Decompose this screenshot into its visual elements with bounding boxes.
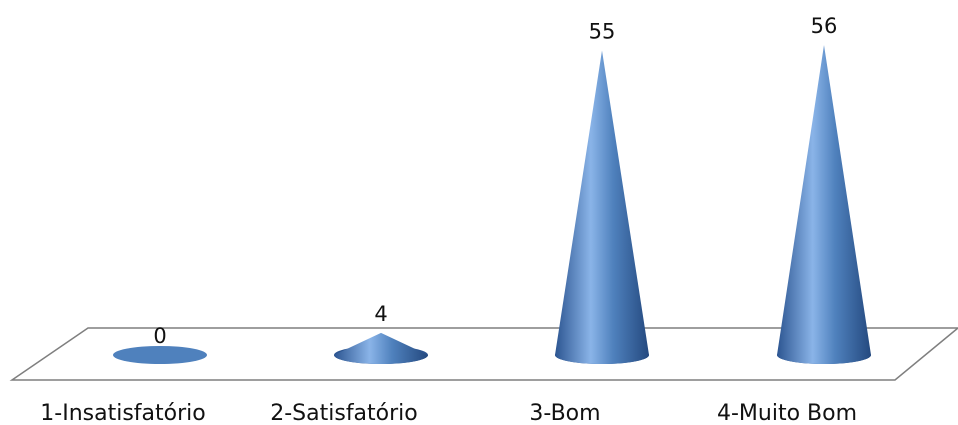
category-label-1-insatisfat-rio: 1-Insatisfatório bbox=[40, 401, 205, 425]
value-label-2-satisfat-rio: 4 bbox=[374, 302, 387, 326]
chart-floor bbox=[9, 327, 958, 381]
category-label-2-satisfat-rio: 2-Satisfatório bbox=[270, 401, 418, 425]
value-label-4-muito-bom: 56 bbox=[811, 14, 838, 38]
category-label-3-bom: 3-Bom bbox=[529, 401, 600, 425]
value-labels-group: 0 4 55 56 bbox=[153, 14, 837, 348]
value-label-1-insatisfat-rio: 0 bbox=[153, 324, 166, 348]
cone-base-1-insatisfat-rio bbox=[113, 346, 207, 364]
cone-4-muito-bom bbox=[777, 45, 871, 364]
value-label-3-bom: 55 bbox=[589, 20, 616, 44]
category-label-4-muito-bom: 4-Muito Bom bbox=[717, 401, 857, 425]
cone-3-bom bbox=[555, 50, 649, 365]
category-labels-group: 1-Insatisfatório 2-Satisfatório 3-Bom 4-Mui… bbox=[40, 401, 857, 425]
cones-group bbox=[113, 45, 871, 365]
cone-2-satisfat-rio bbox=[334, 332, 428, 364]
